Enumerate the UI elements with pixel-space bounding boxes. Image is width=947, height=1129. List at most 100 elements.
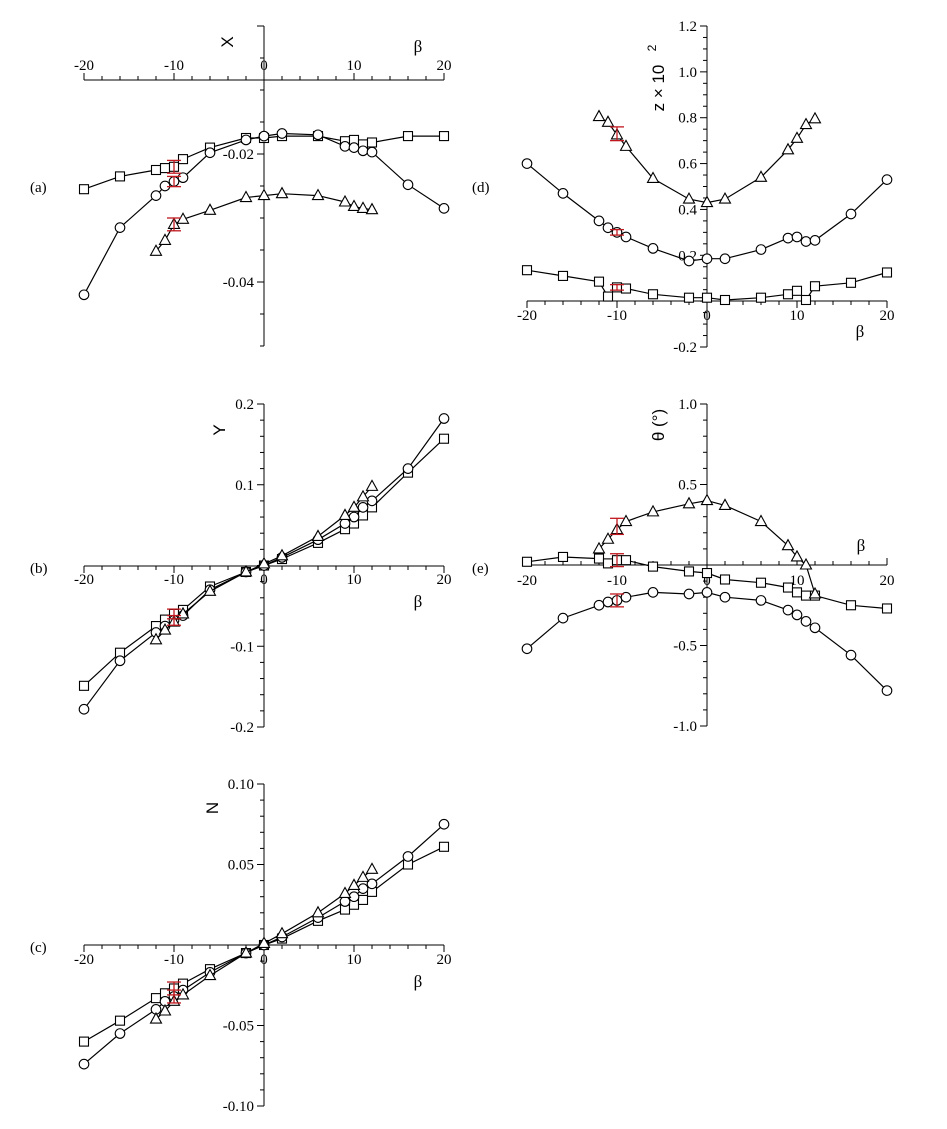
data-point-a-s1-13 [357,145,369,157]
x-tick-label-b: 0 [260,572,268,588]
data-point-d-s1-1 [557,188,569,199]
data-point-d-s0-9 [719,294,731,306]
x-tick-label-d: -10 [607,308,627,324]
x-tick-label-a: 10 [347,58,362,74]
data-point-d-s2-6 [700,195,714,208]
data-point-d-s0-12 [791,285,803,296]
data-point-e-s1-1 [557,612,569,624]
y-tick-label-a: -0.02 [223,147,254,163]
data-point-d-s2-12 [808,111,822,124]
data-point-e-s0-9 [719,574,731,585]
y-tick-label-c: -0.05 [223,1019,254,1035]
data-point-b-s1-12 [348,511,360,523]
data-point-e-s2-0 [592,541,606,554]
y-tick-label-d: 1.2 [678,19,697,35]
y-tick-label-d: -0.2 [673,340,697,356]
data-point-e-s1-14 [809,622,821,634]
data-point-e-s0-6 [647,561,659,572]
data-point-e-s1-0 [521,643,533,655]
data-point-b-s2-11 [356,489,370,502]
data-point-a-s2-10 [347,199,361,212]
data-point-a-s0-1 [114,171,126,182]
data-point-d-s0-13 [800,294,812,306]
data-point-a-s2-1 [158,233,172,245]
error-bar-a-2 [167,217,181,232]
x-tick-label-e: -20 [517,573,537,589]
data-point-a-s0-2 [150,164,162,176]
data-point-a-s1-5 [177,172,189,184]
data-point-d-s1-6 [647,243,659,254]
data-point-b-s2-0 [149,632,163,645]
data-point-e-s2-1 [601,532,615,544]
y-tick-label-d: 0.8 [678,111,697,127]
data-point-e-s2-6 [700,493,714,506]
data-point-e-s1-2 [593,599,605,611]
data-point-a-s2-0 [149,244,163,256]
x-axis-label-b: β [414,592,423,611]
data-point-d-s1-3 [602,222,614,234]
data-point-d-s2-9 [781,142,795,155]
y-tick-label-c: -0.10 [223,1099,254,1115]
data-point-b-s2-12 [365,479,379,491]
data-point-a-s2-11 [356,201,370,213]
data-point-e-s1-6 [647,587,659,598]
x-tick-label-d: -20 [517,308,537,324]
data-point-d-s2-8 [754,170,768,182]
data-point-e-s2-8 [754,514,768,527]
data-point-d-s2-5 [682,191,696,204]
data-point-c-s0-16 [438,841,450,852]
x-tick-label-d: 20 [880,308,895,324]
data-point-b-s1-1 [114,655,126,667]
data-point-b-s0-0 [78,680,90,691]
data-point-c-s2-3 [176,987,190,1000]
y-tick-label-e: 0.5 [678,478,697,494]
data-point-e-s1-11 [782,604,794,616]
x-tick-label-b: -20 [74,572,94,588]
data-point-d-s2-11 [799,117,813,130]
data-point-e-s1-16 [881,685,893,696]
chart-panel-b: -20 -10 0 10 20 0.2 0.1 -0.1 -0.2 Yβ (b) [30,397,452,736]
data-point-e-s2-4 [646,504,660,517]
data-point-e-s0-5 [620,555,632,566]
data-point-a-s2-7 [275,186,289,199]
x-tick-label-e: -10 [607,573,627,589]
x-tick-label-d: 0 [703,308,711,324]
x-tick-label-c: 20 [437,952,452,968]
data-point-e-s2-11 [799,557,813,570]
data-point-e-s0-0 [521,556,533,567]
data-point-a-s0-16 [438,131,450,142]
data-point-d-s0-16 [881,267,893,278]
data-point-a-s2-4 [203,203,217,215]
data-point-e-s0-8 [701,567,713,579]
data-point-d-s2-0 [592,109,606,122]
x-tick-label-b: 20 [437,572,452,588]
data-point-d-s1-2 [593,215,605,227]
chart-panel-a: -20 -10 0 10 20 -0.02 -0.04 X β (a) [30,25,452,347]
data-point-c-s1-16 [438,818,450,830]
data-point-e-s0-11 [782,582,794,593]
data-point-c-s2-6 [257,936,271,948]
data-point-d-s0-3 [602,291,614,302]
y-tick-label-b: 0.1 [235,478,254,494]
chart-panel-e: -20 -10 0 10 201.00.5-0.5-1.0θ (°)β(e) [472,397,895,735]
y-tick-label-c: 0.10 [228,777,254,793]
data-point-a-s1-7 [240,134,252,146]
data-point-d-s0-5 [620,283,632,294]
data-point-a-s1-10 [312,129,324,141]
data-point-c-s2-10 [347,878,361,890]
y-tick-label-b: -0.1 [230,639,254,655]
data-point-d-s0-15 [845,277,857,288]
data-point-c-s2-11 [356,870,370,882]
x-tick-label-d: 10 [790,308,805,324]
data-point-a-s2-9 [338,194,352,207]
panel-label-c: (c) [30,940,47,956]
data-point-d-s1-13 [800,236,812,247]
data-point-d-s1-0 [521,158,533,169]
data-point-d-s0-10 [755,292,767,303]
data-point-d-s1-8 [701,253,713,265]
data-point-c-s1-0 [78,1058,90,1070]
data-point-a-s0-5 [177,154,189,165]
data-point-e-s0-13 [800,590,812,601]
y-tick-label-d: 0.6 [678,157,697,173]
